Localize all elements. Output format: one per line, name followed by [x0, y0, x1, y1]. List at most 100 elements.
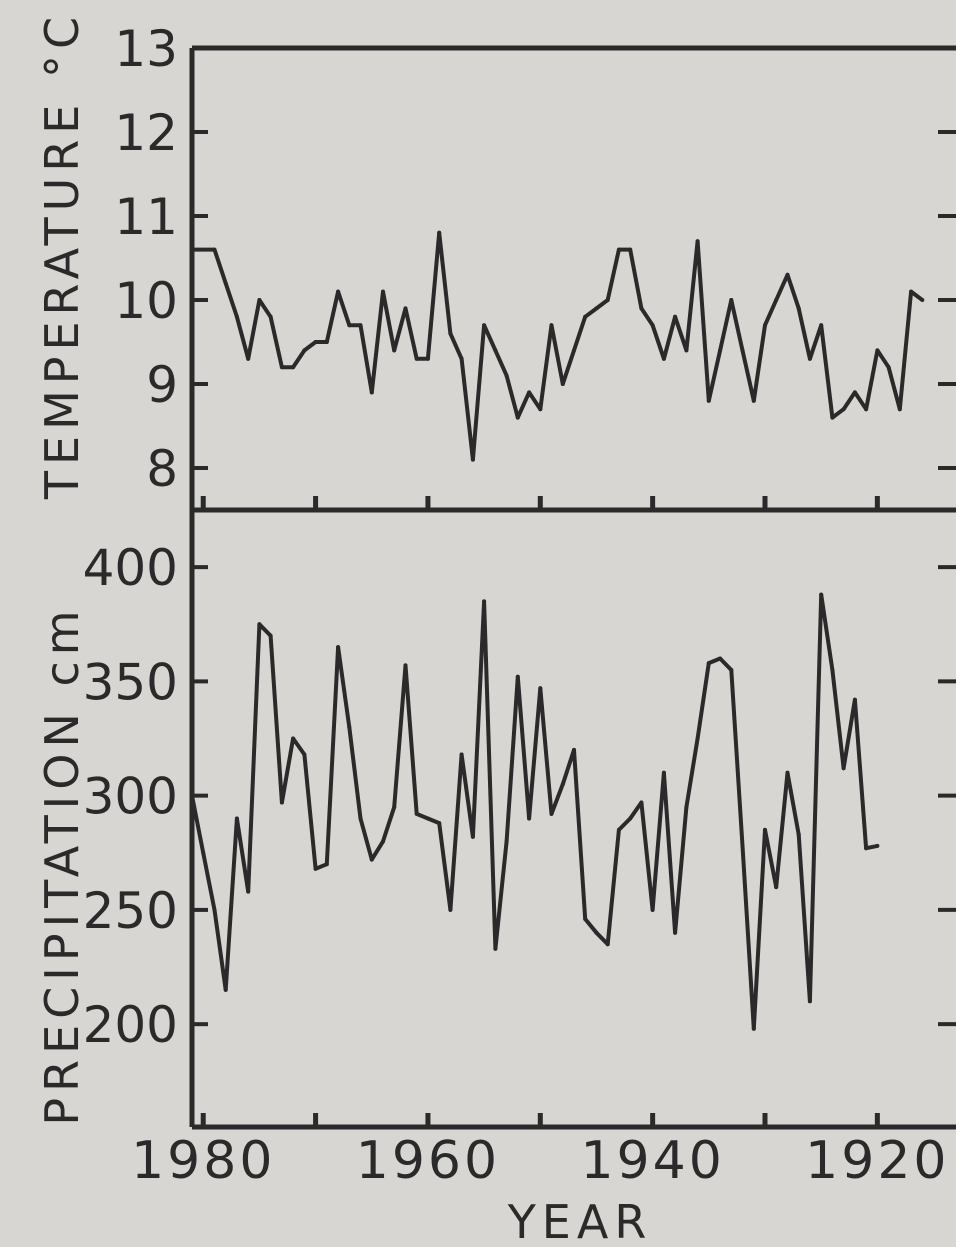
- temperature-data-point: [684, 348, 689, 353]
- temperature-data-point: [875, 348, 880, 353]
- precipitation-data-point: [538, 686, 543, 691]
- temperature-data-point: [661, 356, 666, 361]
- precipitation-data-point: [763, 827, 767, 832]
- precipitation-y-tick-label: 300: [83, 768, 178, 826]
- temperature-data-point: [740, 348, 745, 353]
- precipitation-data-point: [212, 907, 217, 912]
- temperature-data-point: [302, 348, 307, 353]
- temperature-data-point: [673, 314, 678, 319]
- temperature-data-point: [852, 390, 857, 395]
- temperature-data-point: [605, 298, 610, 302]
- temperature-data-point: [909, 289, 914, 294]
- precipitation-data-point: [403, 663, 408, 668]
- precipitation-y-tick-label: 250: [83, 882, 178, 940]
- precipitation-data-point: [650, 907, 655, 912]
- temperature-data-point: [549, 323, 554, 328]
- temperature-data-point: [459, 356, 464, 361]
- temperature-data-point: [807, 356, 812, 361]
- precipitation-data-point: [459, 752, 464, 757]
- precipitation-data-point: [302, 752, 307, 757]
- precipitation-data-point: [336, 645, 341, 650]
- temperature-data-point: [313, 340, 318, 344]
- precipitation-data-point: [313, 866, 318, 871]
- temperature-data-point: [560, 382, 565, 386]
- precipitation-data-point: [268, 633, 273, 638]
- temperature-data-point: [291, 365, 296, 370]
- precipitation-data-point: [572, 747, 576, 752]
- temperature-data-point: [381, 289, 385, 294]
- temperature-data-point: [594, 306, 599, 311]
- precipitation-data-point: [392, 805, 397, 810]
- precipitation-data-point: [414, 811, 419, 816]
- precipitation-data-point: [616, 827, 621, 832]
- temperature-data-point: [212, 247, 217, 252]
- temperature-data-point: [515, 415, 520, 420]
- temperature-series-line: [192, 230, 924, 462]
- temperature-data-point: [268, 314, 273, 319]
- precipitation-data-point: [594, 930, 599, 935]
- temperature-data-point: [257, 298, 262, 302]
- precipitation-data-point: [639, 800, 644, 805]
- temperature-data-point: [729, 298, 734, 302]
- precipitation-data-point: [324, 862, 329, 867]
- precipitation-data-point: [223, 987, 228, 992]
- temperature-data-point: [414, 356, 419, 361]
- precipitation-data-point: [841, 766, 846, 771]
- temperature-y-tick-label: 10: [114, 272, 178, 330]
- temperature-data-point: [695, 239, 700, 244]
- temperature-data-point: [774, 298, 779, 302]
- precipitation-data-point: [785, 770, 790, 775]
- temperature-axis-title: TEMPERATURE °C: [35, 11, 89, 500]
- precipitation-series-line: [190, 592, 878, 1031]
- temperature-data-point: [347, 323, 352, 328]
- temperature-data-point: [841, 407, 846, 412]
- precipitation-data-point: [515, 674, 520, 679]
- temperature-data-point: [706, 398, 711, 403]
- temperature-data-point: [785, 272, 790, 277]
- precipitation-data-point: [257, 622, 262, 627]
- temperature-data-point: [223, 281, 228, 286]
- temperature-data-point: [583, 314, 588, 319]
- temperature-data-point: [493, 348, 498, 353]
- precipitation-data-point: [718, 656, 723, 661]
- precipitation-data-point: [201, 850, 206, 855]
- temperature-data-point: [504, 373, 509, 378]
- precipitation-data-point: [234, 816, 239, 821]
- temperature-data-point: [830, 415, 835, 420]
- year-axis-title: YEAR: [507, 1195, 653, 1247]
- temperature-data-point: [234, 314, 239, 319]
- temperature-data-point: [751, 398, 756, 403]
- precipitation-data-point: [583, 917, 588, 921]
- temperature-data-point: [897, 407, 902, 412]
- precipitation-data-point: [628, 816, 633, 821]
- temperature-data-point: [864, 407, 869, 412]
- temperature-y-tick-label: 12: [114, 104, 178, 162]
- temperature-data-point: [482, 323, 487, 328]
- precipitation-data-point: [852, 697, 857, 702]
- precipitation-data-point: [605, 942, 610, 947]
- precipitation-data-point: [684, 805, 689, 810]
- precipitation-data-point: [796, 832, 801, 837]
- precipitation-data-point: [358, 816, 363, 821]
- temperature-data-point: [650, 323, 655, 328]
- temperature-y-tick-label: 11: [114, 188, 178, 246]
- precipitation-data-point: [381, 839, 385, 844]
- year-tick-label: 1920: [805, 1131, 949, 1191]
- precipitation-data-point: [751, 1026, 756, 1031]
- temperature-data-point: [538, 407, 543, 412]
- precipitation-data-point: [819, 592, 824, 597]
- temperature-data-point: [572, 348, 576, 353]
- precipitation-data-point: [493, 946, 498, 951]
- precipitation-data-point: [740, 843, 745, 848]
- temperature-data-point: [437, 230, 442, 235]
- precipitation-data-point: [864, 846, 869, 851]
- precipitation-data-point: [425, 816, 430, 821]
- year-tick-label: 1940: [580, 1131, 724, 1191]
- temperature-data-point: [527, 390, 532, 395]
- precipitation-axis-title: PRECIPITATION cm: [35, 604, 89, 1125]
- temperature-data-point: [403, 306, 408, 311]
- precipitation-data-point: [246, 889, 251, 894]
- precipitation-y-tick-label: 200: [83, 996, 178, 1054]
- temperature-data-point: [279, 365, 284, 370]
- temperature-data-point: [246, 356, 251, 361]
